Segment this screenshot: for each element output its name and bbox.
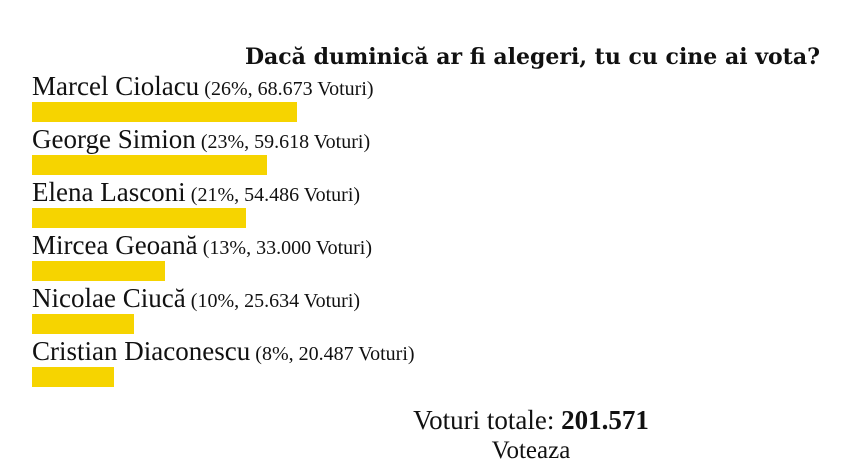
result-bar bbox=[32, 261, 165, 281]
result-bar bbox=[32, 208, 246, 228]
candidate-name: Nicolae Ciucă bbox=[32, 283, 186, 313]
option-label: Cristian Diaconescu (8%, 20.487 Voturi) bbox=[32, 337, 415, 365]
poll-option[interactable]: Elena Lasconi (21%, 54.486 Voturi) bbox=[32, 178, 832, 230]
vote-stats: (26%, 68.673 Voturi) bbox=[204, 78, 374, 100]
candidate-name: Marcel Ciolacu bbox=[32, 71, 200, 101]
candidate-name: Mircea Geoană bbox=[32, 230, 198, 260]
option-label: George Simion (23%, 59.618 Voturi) bbox=[32, 125, 370, 153]
poll-option[interactable]: Mircea Geoană (13%, 33.000 Voturi) bbox=[32, 231, 832, 283]
vote-stats: (8%, 20.487 Voturi) bbox=[255, 343, 415, 365]
result-bar bbox=[32, 155, 267, 175]
poll-option[interactable]: Marcel Ciolacu (26%, 68.673 Voturi) bbox=[32, 72, 832, 124]
vote-button[interactable]: Voteaza bbox=[491, 437, 571, 464]
option-label: Elena Lasconi (21%, 54.486 Voturi) bbox=[32, 178, 360, 206]
result-bar bbox=[32, 367, 114, 387]
total-votes-value: 201.571 bbox=[561, 405, 649, 435]
candidate-name: Cristian Diaconescu bbox=[32, 336, 251, 366]
option-label: Nicolae Ciucă (10%, 25.634 Voturi) bbox=[32, 284, 360, 312]
result-bar bbox=[32, 314, 134, 334]
vote-stats: (10%, 25.634 Voturi) bbox=[190, 290, 361, 312]
candidate-name: George Simion bbox=[32, 124, 196, 154]
option-label: Marcel Ciolacu (26%, 68.673 Voturi) bbox=[32, 72, 374, 100]
poll-option[interactable]: Cristian Diaconescu (8%, 20.487 Voturi) bbox=[32, 337, 832, 389]
option-label: Mircea Geoană (13%, 33.000 Voturi) bbox=[32, 231, 372, 259]
poll-option[interactable]: Nicolae Ciucă (10%, 25.634 Voturi) bbox=[32, 284, 832, 336]
candidate-name: Elena Lasconi bbox=[32, 177, 186, 207]
vote-stats: (21%, 54.486 Voturi) bbox=[190, 184, 361, 206]
poll-title: Dacă duminică ar fi alegeri, tu cu cine … bbox=[244, 44, 820, 70]
poll-option[interactable]: George Simion (23%, 59.618 Voturi) bbox=[32, 125, 832, 177]
vote-stats: (13%, 33.000 Voturi) bbox=[202, 237, 373, 259]
vote-stats: (23%, 59.618 Voturi) bbox=[200, 131, 371, 153]
total-votes: Voturi totale: 201.571 bbox=[400, 404, 662, 436]
total-votes-label: Voturi totale: bbox=[413, 405, 555, 435]
result-bar bbox=[32, 102, 297, 122]
